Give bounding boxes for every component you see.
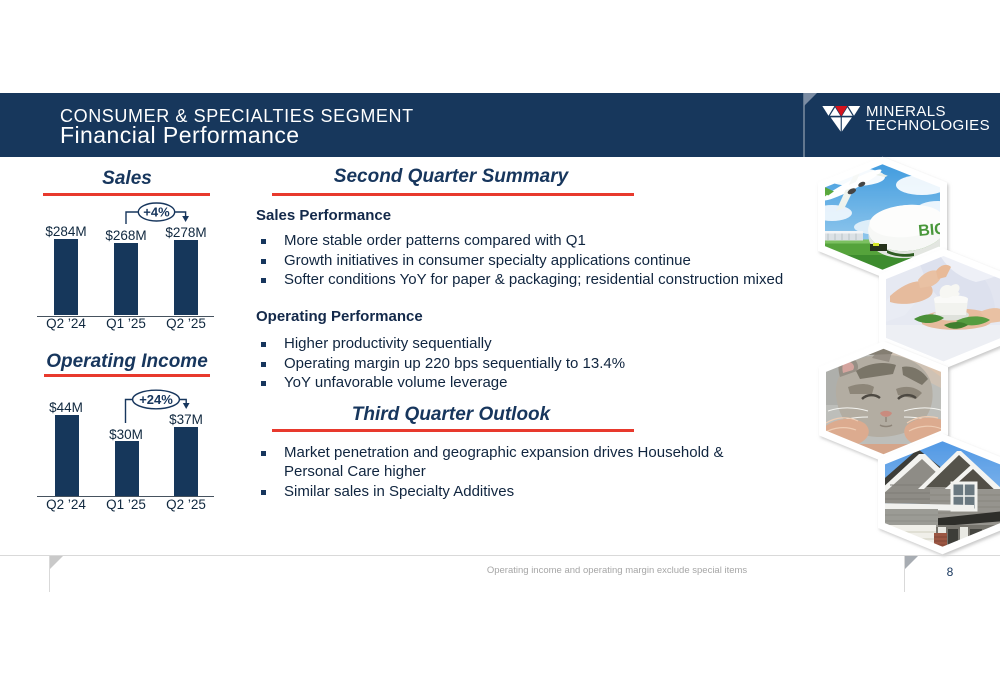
svg-text:BIO: BIO — [918, 221, 948, 240]
svg-text:+4%: +4% — [143, 205, 170, 220]
svg-text:+24%: +24% — [139, 392, 173, 407]
